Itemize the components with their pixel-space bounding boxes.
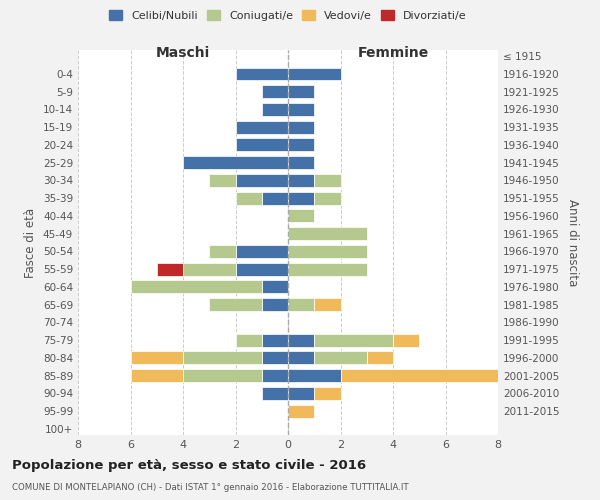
- Bar: [262, 103, 288, 116]
- Bar: [157, 262, 183, 276]
- Bar: [393, 334, 419, 346]
- Bar: [235, 245, 288, 258]
- Bar: [183, 262, 235, 276]
- Bar: [131, 369, 183, 382]
- Bar: [314, 298, 341, 311]
- Bar: [262, 192, 288, 204]
- Bar: [288, 369, 341, 382]
- Bar: [262, 280, 288, 293]
- Bar: [235, 174, 288, 187]
- Bar: [314, 334, 393, 346]
- Text: Maschi: Maschi: [156, 46, 210, 60]
- Bar: [314, 387, 341, 400]
- Bar: [235, 262, 288, 276]
- Bar: [183, 352, 262, 364]
- Text: Femmine: Femmine: [358, 46, 428, 60]
- Bar: [288, 387, 314, 400]
- Bar: [262, 85, 288, 98]
- Bar: [288, 227, 367, 240]
- Bar: [131, 280, 262, 293]
- Bar: [262, 369, 288, 382]
- Bar: [288, 174, 314, 187]
- Bar: [288, 138, 314, 151]
- Bar: [288, 192, 314, 204]
- Bar: [235, 334, 262, 346]
- Legend: Celibi/Nubili, Coniugati/e, Vedovi/e, Divorziati/e: Celibi/Nubili, Coniugati/e, Vedovi/e, Di…: [105, 6, 471, 25]
- Bar: [314, 352, 367, 364]
- Bar: [367, 352, 393, 364]
- Bar: [209, 298, 262, 311]
- Bar: [235, 192, 262, 204]
- Bar: [288, 298, 314, 311]
- Bar: [262, 352, 288, 364]
- Bar: [209, 174, 235, 187]
- Bar: [288, 103, 314, 116]
- Text: Popolazione per età, sesso e stato civile - 2016: Popolazione per età, sesso e stato civil…: [12, 460, 366, 472]
- Bar: [288, 120, 314, 134]
- Bar: [235, 68, 288, 80]
- Bar: [288, 334, 314, 346]
- Bar: [314, 192, 341, 204]
- Bar: [314, 174, 341, 187]
- Bar: [341, 369, 524, 382]
- Bar: [262, 334, 288, 346]
- Y-axis label: Anni di nascita: Anni di nascita: [566, 199, 579, 286]
- Bar: [262, 387, 288, 400]
- Bar: [288, 210, 314, 222]
- Bar: [183, 156, 288, 169]
- Bar: [288, 262, 367, 276]
- Bar: [183, 369, 262, 382]
- Bar: [235, 138, 288, 151]
- Bar: [262, 298, 288, 311]
- Y-axis label: Fasce di età: Fasce di età: [25, 208, 37, 278]
- Bar: [288, 245, 367, 258]
- Bar: [209, 245, 235, 258]
- Bar: [288, 156, 314, 169]
- Bar: [235, 120, 288, 134]
- Bar: [131, 352, 183, 364]
- Bar: [288, 352, 314, 364]
- Bar: [288, 404, 314, 417]
- Bar: [288, 85, 314, 98]
- Text: COMUNE DI MONTELAPIANO (CH) - Dati ISTAT 1° gennaio 2016 - Elaborazione TUTTITAL: COMUNE DI MONTELAPIANO (CH) - Dati ISTAT…: [12, 484, 409, 492]
- Bar: [288, 68, 341, 80]
